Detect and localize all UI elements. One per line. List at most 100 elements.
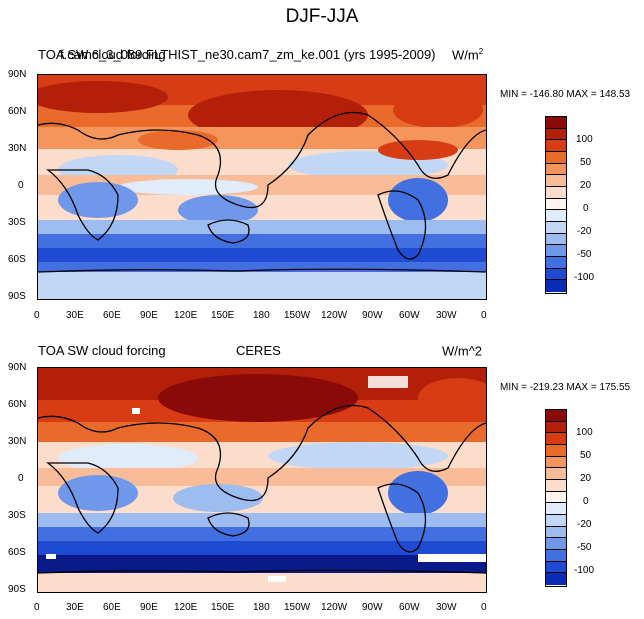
colorbar-label: -50 xyxy=(577,249,592,260)
panel-1-map xyxy=(37,74,487,300)
colorbar-swatch xyxy=(546,151,566,164)
lon-label: 180 xyxy=(253,602,270,613)
colorbar-label: 0 xyxy=(583,496,589,507)
lat-label: 30N xyxy=(8,143,27,154)
colorbar-swatch xyxy=(546,456,566,469)
colorbar-swatch xyxy=(546,561,566,574)
panel-1-field xyxy=(38,75,486,299)
lat-label: 90S xyxy=(8,584,26,595)
panel-1-stats: MIN = -146.80 MAX = 148.53 xyxy=(500,89,631,100)
colorbar-swatch xyxy=(546,280,566,292)
lon-label: 60W xyxy=(399,602,420,613)
colorbar-swatch xyxy=(546,210,566,222)
lon-label: 30W xyxy=(436,602,457,613)
lon-label: 90E xyxy=(140,602,158,613)
panel-1-center-title: f.cam6_3_089.FLTHIST_ne30.cam7_zm_ke.001… xyxy=(60,47,436,62)
lon-label: 120E xyxy=(174,310,198,321)
lon-label: 150E xyxy=(211,602,235,613)
colorbar-swatch xyxy=(546,163,566,176)
panel-2-map xyxy=(37,367,487,593)
lon-label: 0 xyxy=(481,602,487,613)
lon-label: 120W xyxy=(321,602,348,613)
colorbar-swatch xyxy=(546,175,566,187)
lat-label: 60S xyxy=(8,254,26,265)
colorbar-label: 0 xyxy=(583,203,589,214)
panel-2-center-title: CERES xyxy=(236,343,281,358)
colorbar-label: 50 xyxy=(580,157,592,168)
panel-2-colorbar xyxy=(545,409,567,587)
colorbar-swatch xyxy=(546,503,566,515)
lat-label: 30S xyxy=(8,510,26,521)
lon-label: 150E xyxy=(211,310,235,321)
panel-1-units: W/m2 xyxy=(452,47,484,63)
lon-label: 0 xyxy=(34,310,40,321)
colorbar-swatch xyxy=(546,479,566,492)
lon-label: 90W xyxy=(362,602,383,613)
lon-label: 30E xyxy=(66,310,84,321)
lon-label: 150W xyxy=(284,602,311,613)
colorbar-swatch xyxy=(546,221,566,234)
colorbar-swatch xyxy=(546,128,566,141)
colorbar-label: -100 xyxy=(574,272,595,283)
lon-label: 180 xyxy=(253,310,270,321)
colorbar-label: -50 xyxy=(577,542,592,553)
panel-2-left-title: TOA SW cloud forcing xyxy=(38,343,166,358)
lon-label: 120W xyxy=(321,310,348,321)
lat-label: 60N xyxy=(8,399,27,410)
colorbar-swatch xyxy=(546,491,566,504)
colorbar-swatch xyxy=(546,117,566,129)
lon-label: 30E xyxy=(66,602,84,613)
colorbar-swatch xyxy=(546,514,566,527)
colorbar-swatch xyxy=(546,186,566,199)
colorbar-label: 20 xyxy=(580,473,592,484)
colorbar-label: -20 xyxy=(577,519,592,530)
colorbar-swatch xyxy=(546,433,566,445)
lon-label: 150W xyxy=(284,310,311,321)
colorbar-label: -20 xyxy=(577,226,592,237)
colorbar-swatch xyxy=(546,468,566,480)
coastlines xyxy=(38,404,486,574)
lat-label: 60S xyxy=(8,547,26,558)
lat-label: 0 xyxy=(18,473,24,484)
lon-label: 120E xyxy=(174,602,198,613)
colorbar-label: 50 xyxy=(580,450,592,461)
panel-1-left-title: TOA SW cloud forcing xyxy=(38,47,166,62)
panel-2-stats: MIN = -219.23 MAX = 175.55 xyxy=(500,382,631,393)
colorbar-label: -100 xyxy=(574,565,595,576)
lon-label: 60E xyxy=(103,602,121,613)
figure-title: DJF-JJA xyxy=(285,6,359,27)
lat-label: 60N xyxy=(8,106,27,117)
panel-2-units: W/m^2 xyxy=(442,343,483,359)
panel-2-field xyxy=(38,368,486,592)
lon-label: 60E xyxy=(103,310,121,321)
lat-label: 30S xyxy=(8,217,26,228)
colorbar-swatch xyxy=(546,256,566,269)
lat-label: 90S xyxy=(8,291,26,302)
colorbar-swatch xyxy=(546,198,566,211)
lon-label: 90E xyxy=(140,310,158,321)
colorbar-swatch xyxy=(546,410,566,422)
lon-label: 60W xyxy=(399,310,420,321)
colorbar-swatch xyxy=(546,538,566,550)
lat-label: 30N xyxy=(8,436,27,447)
colorbar-label: 100 xyxy=(576,134,593,145)
colorbar-swatch xyxy=(546,421,566,434)
colorbar-label: 20 xyxy=(580,180,592,191)
colorbar-swatch xyxy=(546,245,566,257)
colorbar-swatch xyxy=(546,444,566,457)
panel-1-colorbar xyxy=(545,116,567,294)
lat-label: 90N xyxy=(8,362,27,373)
lat-label: 0 xyxy=(18,180,24,191)
colorbar-swatch xyxy=(546,140,566,152)
lat-label: 90N xyxy=(8,69,27,80)
colorbar-swatch xyxy=(546,268,566,281)
coastlines xyxy=(38,111,486,273)
colorbar-swatch xyxy=(546,526,566,539)
lon-label: 0 xyxy=(481,310,487,321)
lon-label: 30W xyxy=(436,310,457,321)
colorbar-swatch xyxy=(546,233,566,246)
lon-label: 90W xyxy=(362,310,383,321)
colorbar-swatch xyxy=(546,549,566,562)
colorbar-swatch xyxy=(546,573,566,585)
lon-label: 0 xyxy=(34,602,40,613)
